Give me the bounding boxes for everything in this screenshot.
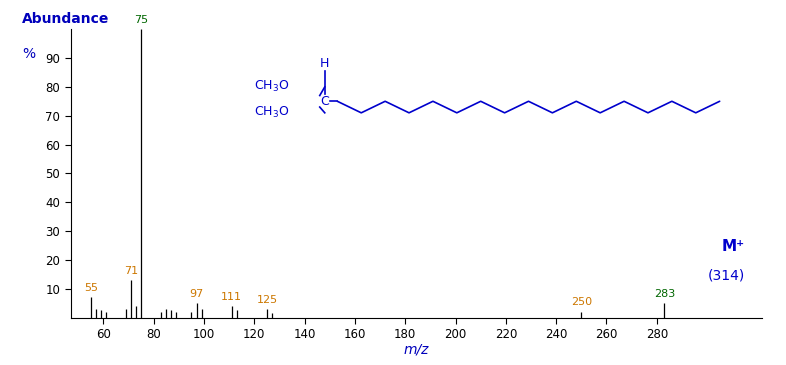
Text: H: H bbox=[320, 57, 329, 70]
Text: (314): (314) bbox=[707, 269, 745, 283]
Text: M⁺: M⁺ bbox=[722, 239, 745, 254]
Text: C: C bbox=[321, 95, 329, 108]
Text: 250: 250 bbox=[571, 297, 592, 307]
Text: 71: 71 bbox=[124, 266, 138, 276]
Text: 283: 283 bbox=[654, 289, 675, 299]
Text: Abundance: Abundance bbox=[22, 12, 110, 26]
Text: CH$_3$O: CH$_3$O bbox=[255, 105, 290, 120]
Text: 75: 75 bbox=[134, 15, 149, 25]
Text: CH$_3$O: CH$_3$O bbox=[255, 79, 290, 95]
Text: %: % bbox=[22, 46, 35, 61]
Text: 111: 111 bbox=[221, 292, 242, 302]
Text: 55: 55 bbox=[84, 283, 98, 293]
X-axis label: m/z: m/z bbox=[404, 342, 429, 356]
Text: 125: 125 bbox=[256, 295, 277, 304]
Text: 97: 97 bbox=[189, 289, 204, 299]
